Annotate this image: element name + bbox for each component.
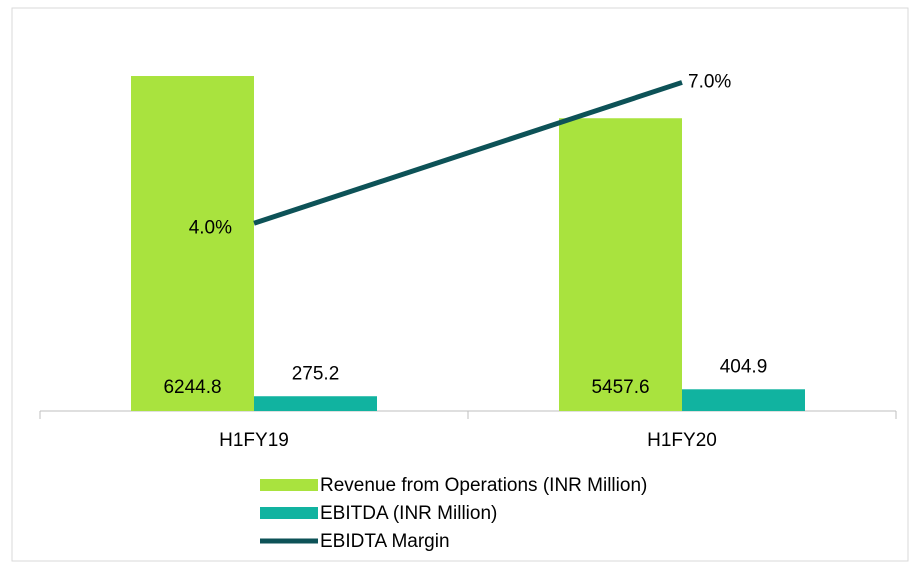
bar [559,118,682,411]
bar [682,389,805,411]
data-label: 6244.8 [163,377,221,398]
legend-swatch [260,479,318,491]
bar [254,396,377,411]
bar [131,76,254,412]
legend-label: Revenue from Operations (INR Million) [320,475,647,496]
x-tick-label: H1FY19 [219,430,289,451]
data-label: 5457.6 [591,377,649,398]
legend-swatch [260,507,318,519]
data-label: 7.0% [688,71,731,92]
x-tick-label: H1FY20 [647,430,717,451]
data-label: 4.0% [189,217,232,238]
line [253,80,683,226]
data-label: 404.9 [720,356,768,377]
legend-label: EBITDA (INR Million) [320,503,497,524]
legend-label: EBIDTA Margin [320,531,450,552]
data-label: 275.2 [292,363,340,384]
